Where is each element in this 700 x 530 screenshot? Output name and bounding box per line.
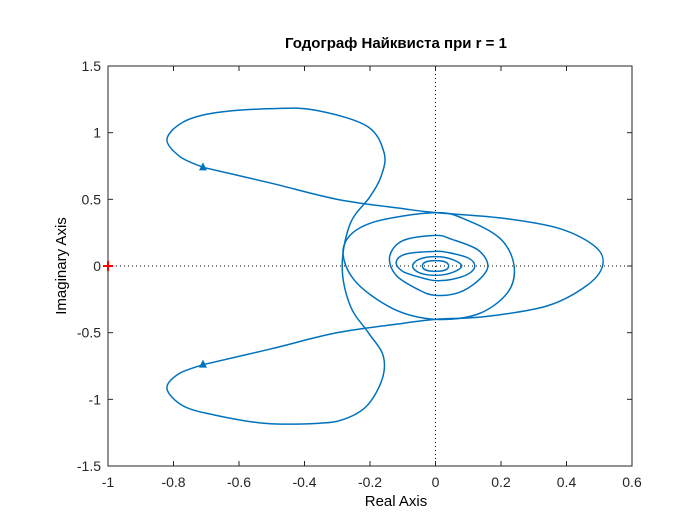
chart-title: Годограф Найквиста при r = 1: [285, 35, 507, 52]
y-tick-label: 1.5: [82, 58, 102, 74]
x-tick-label: 0.4: [557, 474, 577, 490]
nyquist-curve-3: [342, 211, 516, 321]
y-tick-label: -1: [89, 391, 102, 407]
x-tick-label: 0.2: [491, 474, 511, 490]
x-tick-label: -1: [102, 474, 115, 490]
y-tick-label: 0: [93, 258, 101, 274]
nyquist-curve-6: [411, 255, 463, 277]
y-tick-label: 1: [93, 125, 101, 141]
x-ticks: -1 -0.8 -0.6 -0.4 -0.2 0 0.2 0.4 0.6: [102, 66, 642, 490]
reference-lines: [108, 66, 632, 466]
direction-markers: [198, 162, 207, 368]
y-ticks: 1.5 1 0.5 0 -0.5 -1 -1.5: [77, 58, 632, 474]
nyquist-curve-5: [395, 250, 476, 282]
direction-arrow-marker: [198, 162, 207, 171]
y-tick-label: -1.5: [77, 458, 101, 474]
critical-point-layer: [103, 261, 113, 271]
direction-arrow-marker: [198, 359, 207, 368]
series-layer: [166, 107, 604, 425]
y-tick-label: 0.5: [82, 191, 102, 207]
y-tick-label: -0.5: [77, 325, 101, 341]
x-tick-label: 0.6: [622, 474, 642, 490]
nyquist-curve-4: [388, 234, 489, 297]
nyquist-curve-7: [421, 259, 450, 273]
nyquist-curve-1: [166, 107, 386, 425]
x-tick-label: -0.6: [227, 474, 251, 490]
x-tick-label: -0.8: [161, 474, 185, 490]
nyquist-curve-2: [202, 166, 604, 366]
x-tick-label: -0.2: [358, 474, 382, 490]
y-axis-label: Imaginary Axis: [53, 217, 70, 315]
x-axis-label: Real Axis: [365, 493, 428, 510]
x-tick-label: -0.4: [292, 474, 316, 490]
axes-box: [107, 65, 633, 467]
x-tick-label: 0: [432, 474, 440, 490]
